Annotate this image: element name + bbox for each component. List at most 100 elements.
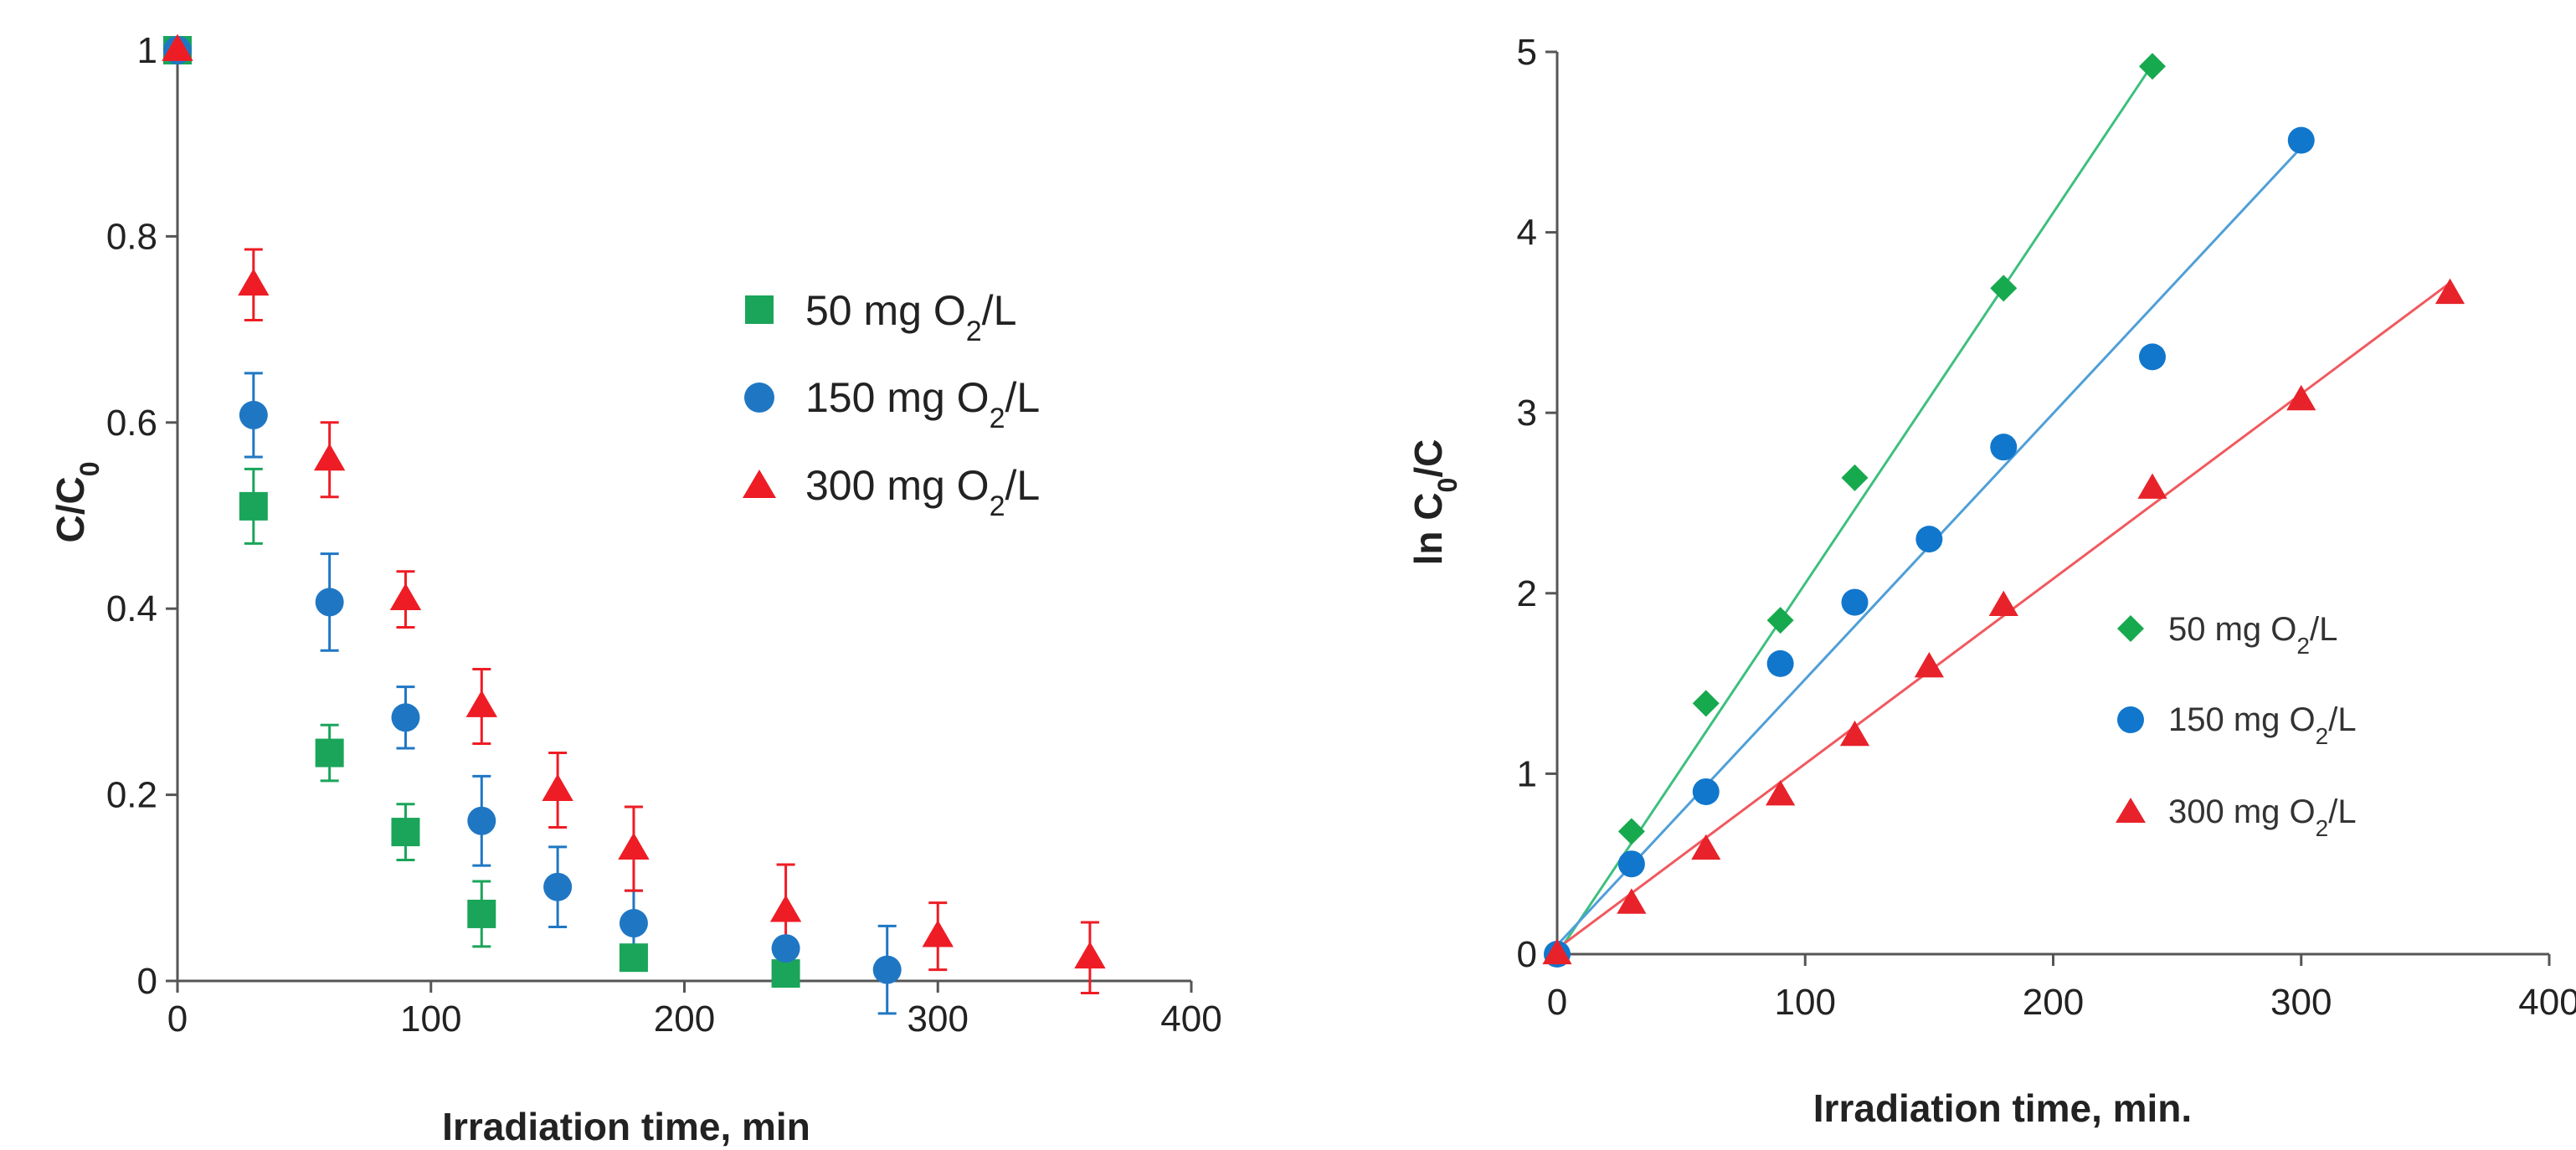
legend-marker-150 [744,382,774,413]
data-point [769,895,802,922]
x-tick-label: 400 [1160,999,1221,1040]
data-point [1691,834,1721,860]
legend-label-right-300-sub: 2 [2316,815,2329,841]
legend-label-right-150-sub: 2 [2316,723,2329,749]
y-tick-label: 0.2 [106,775,157,816]
data-point [467,899,496,928]
legend-label-right-50: 50 mg O2/L [2168,611,2337,659]
right-chart-legend: 50 mg O2/L 150 mg O2/L 300 mg O2/L [2116,611,2357,841]
data-point [467,806,496,835]
data-point [313,443,346,471]
data-point [2287,126,2315,154]
legend-label-right-50-a: 50 mg O [2168,611,2296,648]
legend-label-50-b: /L [982,287,1017,334]
data-point [239,491,268,521]
right-y-axis-title-sub: 0 [1432,478,1463,493]
data-point [315,738,344,768]
data-point [389,583,422,610]
data-point [1617,818,1645,845]
y-tick-label: 5 [1517,32,1537,73]
left-chart-legend: 50 mg O2/L 150 mg O2/L 300 mg O2/L [743,287,1040,522]
legend-label-50: 50 mg O2/L [805,287,1016,347]
data-point [1915,526,1943,553]
data-point [618,832,650,860]
legend-label-300-a: 300 mg O [805,462,990,509]
left-chart-axes [166,49,1193,993]
x-tick-label: 0 [1547,982,1567,1023]
data-point [1692,778,1720,805]
x-tick-label: 100 [400,999,461,1040]
data-point [1766,649,1794,677]
y-tick-label: 0 [137,961,157,1002]
data-point [1692,690,1720,717]
x-tick-label: 200 [654,999,715,1040]
data-point [1990,275,2018,302]
data-point [162,33,193,61]
x-tick-label: 400 [2518,982,2576,1023]
data-point [1841,588,1869,616]
data-point [315,588,344,617]
y-tick-label: 1 [1517,753,1537,794]
right-y-axis-title-b: /C [1406,439,1450,478]
data-point [771,934,800,963]
right-y-axis-title: ln C0/C [1406,439,1463,566]
data-point [1617,850,1645,878]
legend-marker-right-300 [2116,798,2146,823]
y-tick-label: 1 [137,30,157,71]
data-point [543,872,573,901]
left-chart-error-bars [244,248,1099,1015]
y-tick-label: 3 [1517,393,1537,434]
legend-label-right-300: 300 mg O2/L [2168,793,2357,841]
data-point [239,400,268,429]
legend-label-right-300-a: 300 mg O [2168,793,2316,830]
x-tick-label: 100 [1775,982,1836,1023]
data-point [2286,384,2316,411]
left-chart-x-tick-labels: 0 100 200 300 400 [167,999,1222,1040]
y-tick-label: 4 [1517,213,1537,254]
left-y-axis-title: C/C0 [49,461,105,542]
data-point [2139,343,2166,371]
right-x-axis-title: Irradiation time, min. [1813,1086,2192,1130]
legend-label-150-a: 150 mg O [805,374,990,421]
data-point [1990,434,2018,461]
data-point [465,690,497,717]
data-point [1542,938,1572,965]
legend-label-right-150-a: 150 mg O [2168,701,2316,738]
data-point [1988,590,2018,617]
data-point [1766,780,1796,806]
right-chart-y-tick-labels: 0 1 2 3 4 5 [1517,32,1537,975]
y-tick-label: 0.8 [106,216,157,257]
data-point [391,703,420,732]
y-tick-label: 0.4 [106,588,157,629]
legend-marker-right-150 [2117,706,2144,733]
left-y-axis-title-main: C/C [49,476,92,542]
data-point [771,959,800,988]
data-point [619,943,648,973]
data-point [1074,941,1106,969]
left-chart-panel: 0 100 200 300 400 0 0.2 0.4 0.6 0.8 1 Irradiation… [49,30,1222,1148]
fit-line [1555,64,2154,955]
left-chart-points [162,33,1106,988]
y-tick-label: 0 [1517,934,1537,975]
x-tick-label: 300 [2270,982,2332,1023]
data-point [1839,720,1870,747]
right-chart-points [1542,53,2465,968]
legend-label-300: 300 mg O2/L [805,462,1040,522]
legend-label-300-sub: 2 [990,490,1005,522]
data-point [619,909,648,938]
legend-label-150-b: /L [1005,374,1040,421]
right-chart-axes [1545,50,2551,966]
legend-label-150-sub: 2 [990,403,1005,434]
legend-label-150: 150 mg O2/L [805,374,1040,434]
legend-label-50-sub: 2 [966,316,982,347]
x-tick-label: 200 [2023,982,2084,1023]
left-y-axis-title-sub: 0 [75,461,105,476]
data-point [1617,888,1647,914]
data-point [238,268,270,296]
legend-marker-50 [745,295,774,324]
right-chart-panel: 0 100 200 300 400 0 1 2 3 4 5 Irradiation time, m… [1406,32,2576,1130]
data-point [542,773,573,801]
legend-label-300-b: /L [1005,462,1040,509]
legend-label-right-150-b: /L [2328,701,2356,738]
x-tick-label: 300 [908,999,969,1040]
